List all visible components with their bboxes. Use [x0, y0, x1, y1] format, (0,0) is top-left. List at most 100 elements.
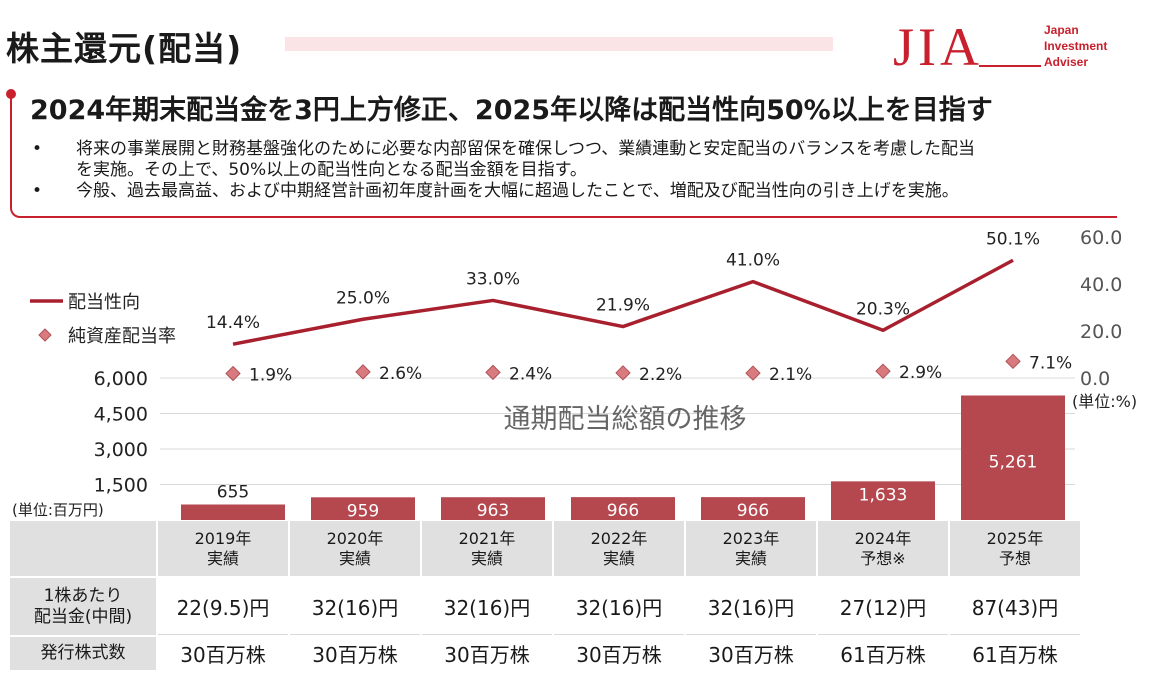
page-title: 株主還元(配当) — [6, 29, 243, 68]
cell-value: 87(43)円 — [971, 595, 1059, 620]
doe-marker — [615, 365, 631, 381]
cell-value: 32(16)円 — [443, 595, 531, 620]
table-cell: 32(16)円 — [290, 578, 420, 635]
line-data-label: 21.9% — [596, 296, 650, 316]
bullet-line: 今般、過去最高益、および中期経営計画初年度計画を大幅に超過したことで、増配及び配… — [76, 181, 959, 201]
logo-wordmark: Japan Investment Adviser — [1044, 22, 1107, 70]
bullet-list: • 将来の事業展開と財務基盤強化のために必要な内部留保を確保しつつ、業績連動と安… — [30, 139, 1120, 202]
column-year: 2024年 — [854, 528, 912, 548]
bullet-line: を実施。その上で、50%以上の配当性向となる配当金額を目指す。 — [76, 160, 587, 180]
column-year: 2021年 — [458, 528, 516, 548]
marker-data-label: 7.1% — [1029, 353, 1072, 373]
doe-marker — [225, 365, 241, 382]
table-cell: 32(16)円 — [422, 578, 552, 635]
column-status: 実績 — [338, 548, 371, 568]
bar — [701, 497, 805, 520]
table-column-header: 2024年 予想※ — [818, 521, 948, 576]
line-data-label: 50.1% — [986, 229, 1040, 249]
marker-data-label: 2.4% — [509, 364, 552, 384]
table-cell: 61百万株 — [818, 637, 948, 670]
column-status: 実績 — [734, 548, 767, 568]
line-data-label: 33.0% — [466, 269, 520, 289]
marker-data-label: 1.9% — [249, 366, 292, 386]
doe-marker — [875, 363, 891, 379]
column-year: 2025年 — [986, 528, 1044, 548]
table-cell: 32(16)円 — [554, 578, 684, 635]
bullet-line: 将来の事業展開と財務基盤強化のために必要な内部留保を確保しつつ、業績連動と安定配… — [76, 139, 975, 159]
table-row-label: 発行株式数 — [10, 637, 156, 670]
bar — [961, 395, 1065, 520]
bar-data-label: 655 — [217, 482, 249, 502]
payout-ratio-line — [232, 258, 1014, 346]
marker-data-label: 2.9% — [899, 363, 942, 383]
bar-axis-tick-label: 4,500 — [94, 404, 148, 426]
column-status: 予想 — [998, 548, 1031, 568]
cell-value: 30百万株 — [708, 643, 794, 667]
table-column-header: 2021年 実績 — [422, 521, 552, 576]
marker-data-label: 2.2% — [639, 365, 682, 385]
logo-mark: JIA — [893, 17, 983, 77]
right-axis-unit-label: (単位:%) — [1072, 392, 1137, 411]
title-underline-band — [285, 37, 833, 51]
bullet-marker: • — [32, 181, 43, 201]
column-year: 2023年 — [722, 528, 780, 548]
chart-title: 通期配当総額の推移 — [504, 404, 747, 435]
bullet-marker: • — [32, 139, 43, 159]
cell-value: 30百万株 — [180, 643, 266, 667]
column-status: 実績 — [470, 548, 503, 568]
column-year: 2022年 — [590, 528, 648, 548]
table-cell: 32(16)円 — [686, 578, 816, 635]
bar-axis-tick-label: 6,000 — [94, 368, 148, 390]
bullet-item: • 将来の事業展開と財務基盤強化のために必要な内部留保を確保しつつ、業績連動と安… — [30, 139, 1120, 181]
doe-marker — [745, 365, 761, 381]
legend-line-label: 配当性向 — [68, 292, 140, 313]
logo-rule — [979, 65, 1041, 67]
row-label-line: 発行株式数 — [40, 643, 126, 663]
table-column-header: 2023年 実績 — [686, 521, 816, 576]
logo-line-1: Japan — [1044, 23, 1079, 37]
table-cell: 87(43)円 — [950, 578, 1080, 635]
bar — [311, 497, 415, 520]
bullet-item: • 今般、過去最高益、および中期経営計画初年度計画を大幅に超過したことで、増配及… — [30, 181, 1120, 202]
line-data-label: 14.4% — [206, 313, 260, 333]
logo-line-3: Adviser — [1044, 55, 1089, 69]
table-cell: 30百万株 — [158, 637, 288, 670]
table-cell: 30百万株 — [554, 637, 684, 670]
bar-data-label: 966 — [607, 501, 639, 521]
row-label-line: 1株あたり — [43, 585, 123, 606]
right-axis-tick-label: 40.0 — [1080, 274, 1122, 296]
bar-axis-tick-label: 3,000 — [94, 439, 148, 461]
table-cell: 22(9.5)円 — [158, 578, 288, 635]
dividend-chart: 6,000 4,500 3,000 1,500 (単位:百万円) 60.0 40.0 20.0… — [12, 227, 1137, 521]
line-data-label: 41.0% — [726, 251, 780, 271]
column-year: 2019年 — [194, 528, 252, 548]
marker-data-label: 2.1% — [769, 365, 812, 385]
bar-axis-tick-label: 1,500 — [94, 475, 148, 497]
doe-marker — [485, 364, 501, 381]
table-row-label: 1株あたり 配当金(中間) — [10, 578, 156, 635]
table-column-header: 2019年 実績 — [158, 521, 288, 576]
cell-value: 22(9.5)円 — [176, 595, 270, 620]
summary-callout-frame — [10, 92, 1117, 218]
doe-marker — [1005, 353, 1021, 370]
marker-data-label: 2.6% — [379, 364, 422, 384]
cell-value: 30百万株 — [312, 643, 398, 667]
table-cell: 27(12)円 — [818, 578, 948, 635]
table-cell: 30百万株 — [290, 637, 420, 670]
cell-value: 32(16)円 — [311, 595, 399, 620]
line-data-label: 25.0% — [336, 288, 390, 308]
cell-value: 32(16)円 — [707, 595, 795, 620]
column-status: 予想※ — [860, 548, 906, 568]
table-corner-cell — [10, 521, 156, 576]
table-column-header: 2022年 実績 — [554, 521, 684, 576]
bar-data-label: 963 — [477, 501, 509, 521]
right-axis-tick-label: 20.0 — [1080, 321, 1122, 343]
legend-marker-swatch — [38, 328, 52, 342]
bar-data-label: 5,261 — [989, 452, 1038, 472]
cell-value: 61百万株 — [972, 643, 1058, 667]
bar-data-label: 959 — [347, 501, 379, 521]
row-label-line: 配当金(中間) — [33, 606, 133, 627]
callout-dot — [6, 89, 16, 99]
column-year: 2020年 — [326, 528, 384, 548]
column-status: 実績 — [206, 548, 239, 568]
